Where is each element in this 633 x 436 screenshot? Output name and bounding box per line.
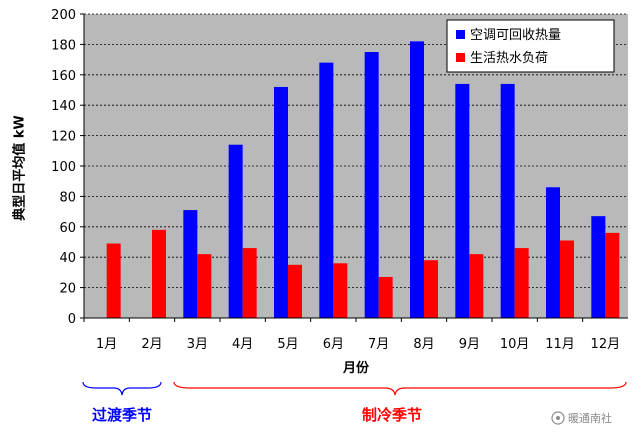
y-tick-label: 100 xyxy=(51,160,76,175)
bar-heat-recovery xyxy=(274,86,288,319)
transition-season-brace xyxy=(82,381,162,396)
y-tick-label: 140 xyxy=(51,99,76,114)
bar-hot-water-load xyxy=(152,229,166,318)
bar-hot-water-load xyxy=(605,232,620,318)
bar-heat-recovery xyxy=(319,62,334,318)
y-tick-label: 0 xyxy=(68,312,76,327)
bar-heat-recovery xyxy=(546,187,560,318)
y-tick-label: 180 xyxy=(51,38,76,53)
x-axis-label: 月份 xyxy=(342,360,370,376)
y-axis-ticks: 0 20 40 60 80 100 120 140 160 180 200 xyxy=(51,8,84,327)
bar-hot-water-load xyxy=(378,276,393,318)
x-tick-label: 12月 xyxy=(591,337,621,352)
x-tick-label: 2月 xyxy=(141,337,162,352)
x-tick-label: 4月 xyxy=(232,337,253,352)
x-tick-label: 5月 xyxy=(277,337,298,352)
x-tick-label: 9月 xyxy=(459,337,480,352)
bar-hot-water-load xyxy=(197,254,212,318)
watermark-logo-dot xyxy=(556,416,560,420)
bar-heat-recovery xyxy=(455,83,470,318)
x-tick-label: 11月 xyxy=(545,337,575,352)
y-tick-label: 20 xyxy=(59,282,76,297)
bar-hot-water-load xyxy=(242,248,257,318)
bar-heat-recovery xyxy=(410,41,424,319)
y-tick-label: 80 xyxy=(59,190,76,205)
y-tick-label: 160 xyxy=(51,69,76,84)
watermark-logo-icon xyxy=(551,411,565,425)
x-axis-ticks: 1月 2月 3月 4月 5月 6月 7月 8月 9月 10月 11月 12月 xyxy=(83,318,621,352)
watermark-text: 暖通南社 xyxy=(568,411,612,425)
legend: 空调可回收热量 生活热水负荷 xyxy=(446,19,615,73)
bar-heat-recovery xyxy=(228,144,243,318)
cooling-season-brace xyxy=(173,381,627,396)
x-tick-label: 3月 xyxy=(187,337,208,352)
x-tick-label: 10月 xyxy=(500,337,530,352)
x-tick-label: 8月 xyxy=(413,337,434,352)
legend-box xyxy=(446,19,615,73)
legend-label-hot-water-load: 生活热水负荷 xyxy=(470,51,548,66)
bar-hot-water-load xyxy=(469,254,484,318)
bar-heat-recovery xyxy=(183,210,198,318)
bar-heat-recovery xyxy=(500,83,515,318)
bar-hot-water-load xyxy=(288,264,302,318)
y-tick-label: 200 xyxy=(51,8,76,23)
bar-hot-water-load xyxy=(514,248,529,318)
y-axis-label: 典型日平均值 kW xyxy=(12,115,28,221)
legend-swatch-hot-water-load xyxy=(456,53,465,62)
watermark: 暖通南社 xyxy=(551,411,612,425)
bars xyxy=(106,41,620,319)
bar-hot-water-load xyxy=(424,260,438,318)
y-tick-label: 120 xyxy=(51,130,76,145)
x-tick-label: 6月 xyxy=(323,337,344,352)
y-tick-label: 40 xyxy=(59,251,76,266)
cooling-season-label: 制冷季节 xyxy=(362,406,422,424)
bar-hot-water-load xyxy=(106,243,121,318)
legend-swatch-heat-recovery xyxy=(456,30,465,39)
x-tick-label: 1月 xyxy=(96,337,117,352)
y-tick-label: 60 xyxy=(59,221,76,236)
x-tick-label: 7月 xyxy=(368,337,389,352)
bar-hot-water-load xyxy=(560,240,574,318)
bar-hot-water-load xyxy=(333,263,348,318)
bar-heat-recovery xyxy=(591,216,606,318)
transition-season-label: 过渡季节 xyxy=(92,406,152,424)
legend-label-heat-recovery: 空调可回收热量 xyxy=(470,28,561,43)
bar-heat-recovery xyxy=(364,52,379,318)
